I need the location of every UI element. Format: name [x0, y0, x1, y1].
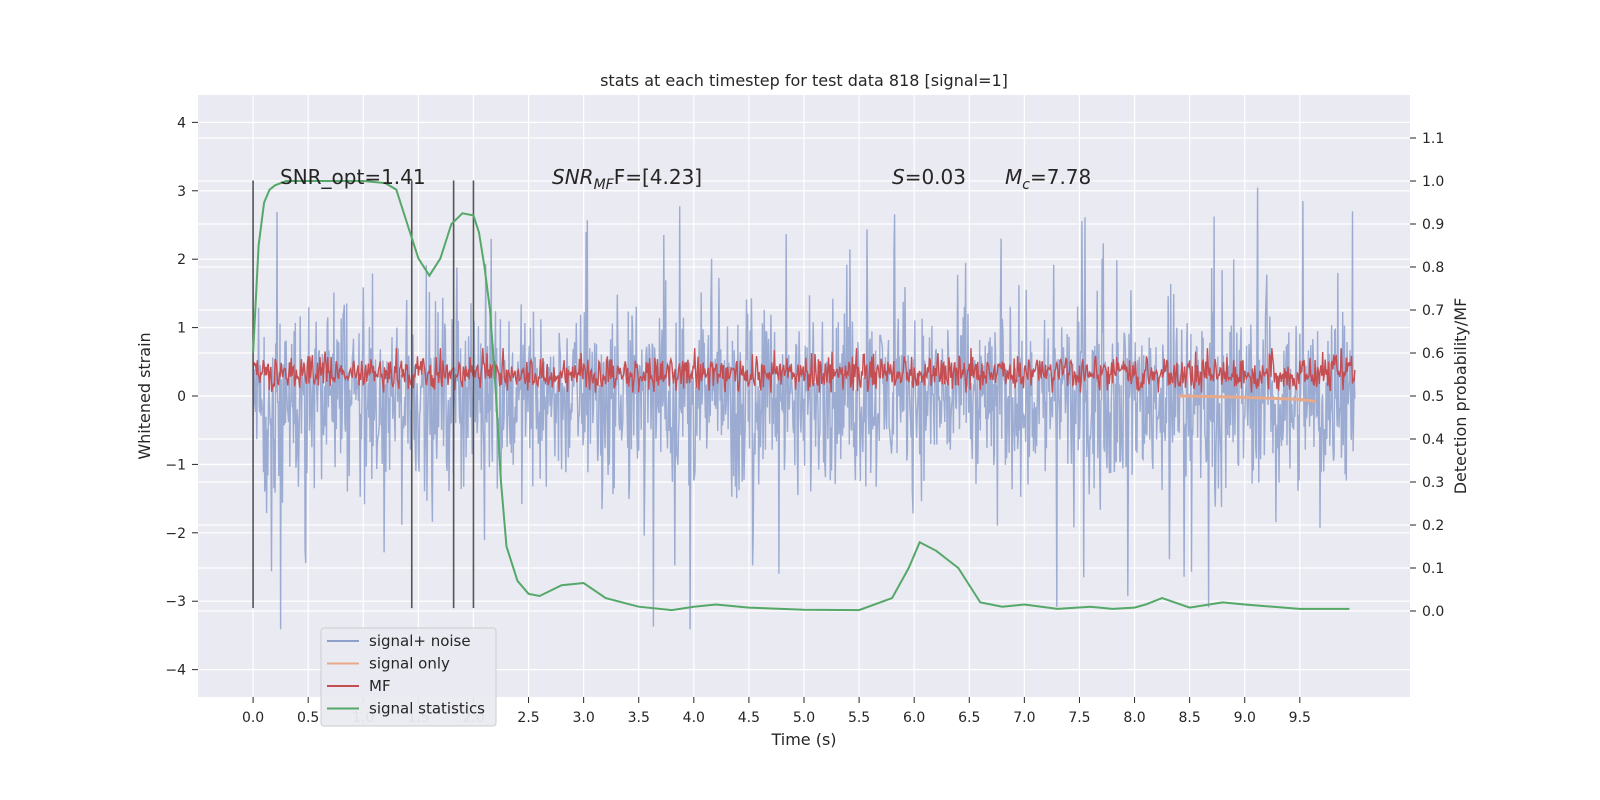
y-tick-label-left: 1 [177, 321, 186, 337]
legend: signal+ noise signal only MF signal statist… [320, 627, 497, 727]
x-tick-label: 7.5 [1068, 710, 1090, 726]
y-axis-label-right: Detection probability/MF [1451, 298, 1470, 495]
chart-title: stats at each timestep for test data 818… [600, 71, 1008, 90]
x-tick-label: 4.5 [738, 710, 760, 726]
y-axis-label-left: Whitened strain [135, 332, 154, 459]
y-tick-label-right: 0.4 [1422, 432, 1444, 448]
x-axis-label: Time (s) [770, 730, 836, 749]
annotation-mc-sub: c [1022, 177, 1030, 193]
annotation-s-value: =0.03 [905, 165, 966, 189]
series-signal-statistics [252, 180, 1350, 612]
legend-label: signal statistics [369, 700, 485, 718]
series-mf [252, 348, 1356, 393]
y-tick-label-left: −3 [165, 594, 186, 610]
y-tick-label-left: 2 [177, 252, 186, 268]
y-tick-label-right: 0.7 [1422, 303, 1444, 319]
y-tick-label-right: 0.6 [1422, 346, 1444, 362]
x-tick-label: 8.0 [1123, 710, 1145, 726]
x-tick-label: 2.5 [517, 710, 539, 726]
x-tick-label: 6.5 [958, 710, 980, 726]
y-tick-label-right: 0.5 [1422, 389, 1444, 405]
y-tick-label-right: 0.9 [1422, 217, 1444, 233]
y-tick-label-right: 0.1 [1422, 561, 1444, 577]
y-tick-label-left: −1 [165, 457, 186, 473]
x-tick-label: 5.5 [848, 710, 870, 726]
x-tick-label: 0.0 [242, 710, 264, 726]
legend-label: signal+ noise [369, 632, 471, 650]
annotation-snr-opt: SNR_opt=1.41 [280, 165, 426, 189]
annotation-mc-value: =7.78 [1030, 165, 1091, 189]
x-tick-label: 7.0 [1013, 710, 1035, 726]
x-tick-label: 3.5 [628, 710, 650, 726]
series-layer [252, 180, 1356, 630]
annotation-snr-mf-pre: SNR [552, 165, 594, 189]
annotation-mc: Mc=7.78 [1005, 165, 1091, 193]
y-tick-label-left: −2 [165, 526, 186, 542]
x-tick-label: 9.5 [1289, 710, 1311, 726]
annotation-snr-mf-post: F=[4.23] [614, 165, 702, 189]
y-tick-label-left: 0 [177, 389, 186, 405]
x-tick-label: 9.0 [1234, 710, 1256, 726]
annotation-snr-mf-sub: MF [594, 177, 615, 193]
axes: 0.00.51.01.52.02.53.03.54.04.55.05.56.06… [165, 115, 1444, 726]
legend-box [320, 627, 497, 727]
annotations: SNR_opt=1.41 SNRMFF=[4.23] S=0.03 Mc=7.7… [280, 165, 1091, 193]
x-tick-label: 3.0 [573, 710, 595, 726]
x-tick-label: 5.0 [793, 710, 815, 726]
legend-label: signal only [369, 655, 450, 673]
y-tick-label-right: 1.0 [1422, 174, 1444, 190]
y-tick-label-left: 3 [177, 184, 186, 200]
annotation-s: S=0.03 [892, 165, 966, 189]
x-tick-label: 6.0 [903, 710, 925, 726]
x-tick-label: 8.5 [1179, 710, 1201, 726]
series-signal-only [1178, 394, 1317, 403]
y-tick-label-left: −4 [165, 663, 186, 679]
y-tick-label-right: 0.8 [1422, 260, 1444, 276]
series-signal-noise [252, 187, 1356, 630]
annotation-snr-mf: SNRMFF=[4.23] [552, 165, 702, 193]
x-tick-label: 4.0 [683, 710, 705, 726]
y-tick-label-left: 4 [177, 115, 186, 131]
y-tick-label-right: 0.0 [1422, 604, 1444, 620]
y-tick-label-right: 0.3 [1422, 475, 1444, 491]
legend-label: MF [369, 677, 391, 695]
annotation-s-label: S [892, 165, 905, 189]
annotation-mc-label: M [1005, 165, 1022, 189]
y-tick-label-right: 0.2 [1422, 518, 1444, 534]
y-tick-label-right: 1.1 [1422, 131, 1444, 147]
x-tick-label: 0.5 [297, 710, 319, 726]
